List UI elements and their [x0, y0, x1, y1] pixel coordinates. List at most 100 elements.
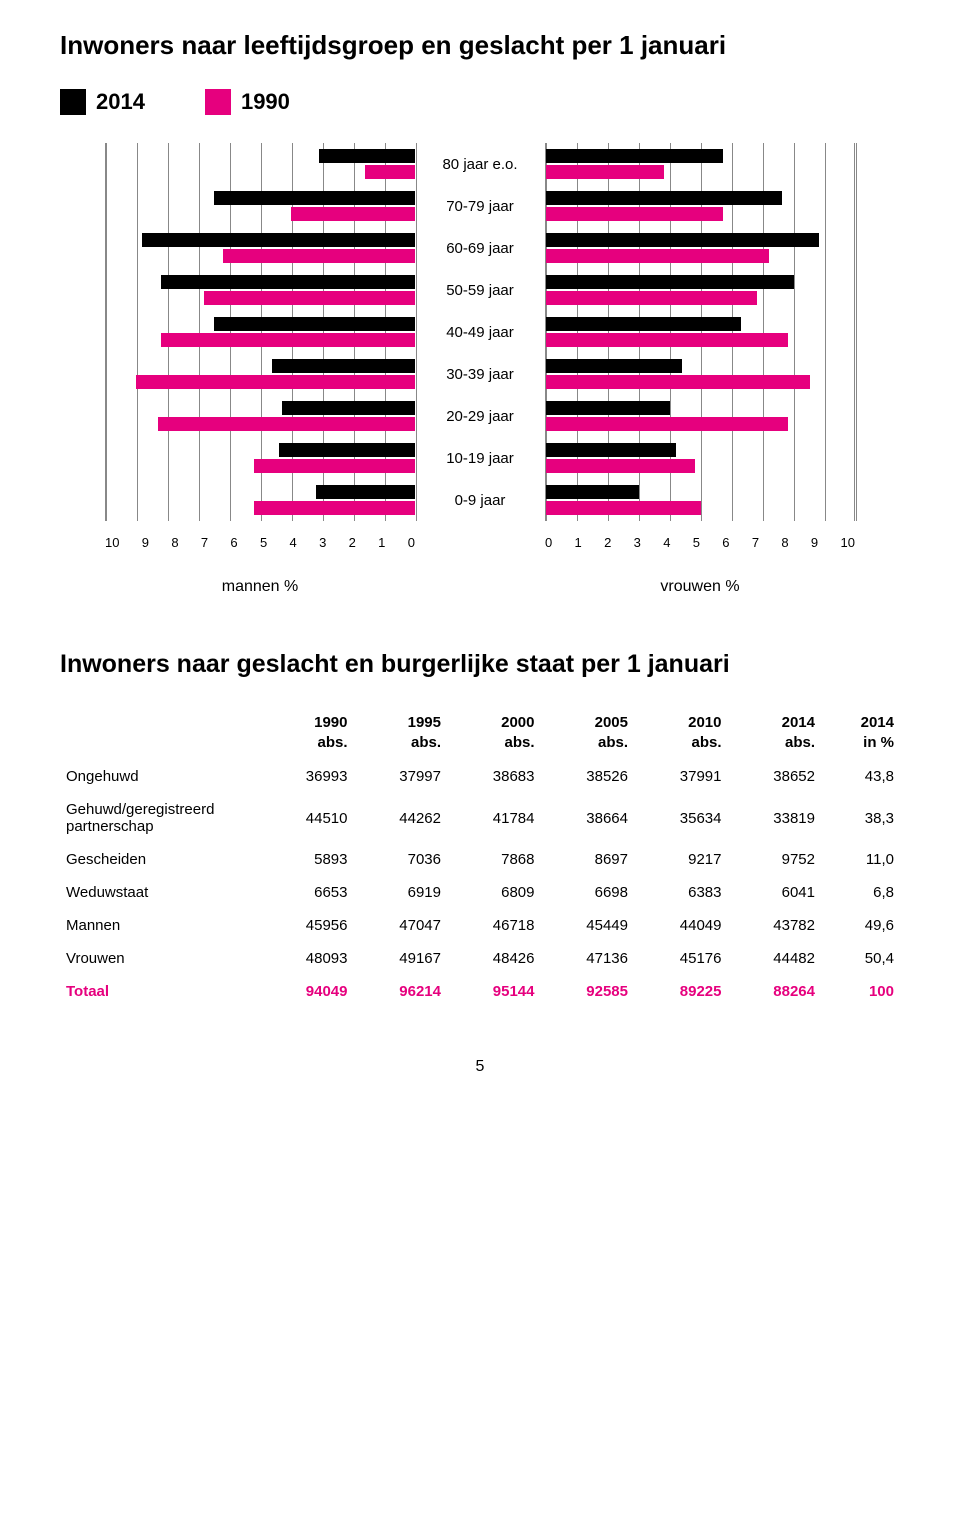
row-label: Ongehuwd	[60, 760, 260, 793]
table-cell: 9752	[728, 843, 822, 876]
row-label: Gescheiden	[60, 843, 260, 876]
table-cell: 44262	[354, 793, 448, 843]
age-label: 80 jaar e.o.	[421, 143, 539, 185]
table-cell: 43782	[728, 909, 822, 942]
table-cell: 45449	[541, 909, 635, 942]
pyramid-axis-ticks: 109876543210 012345678910	[60, 529, 900, 550]
axis-label-women: vrouwen %	[545, 578, 855, 596]
axis-label-men: mannen %	[105, 578, 415, 596]
pyramid-women-side	[545, 143, 855, 521]
col-1995: 1995abs.	[354, 705, 448, 760]
table-cell: 89225	[634, 975, 728, 1008]
pyramid-row	[106, 185, 415, 227]
table-cell: 38,3	[821, 793, 900, 843]
pyramid-row	[546, 353, 854, 395]
table-cell: 38526	[541, 760, 635, 793]
age-label: 20-29 jaar	[421, 395, 539, 437]
table-cell: 35634	[634, 793, 728, 843]
axis-tick: 7	[752, 535, 759, 550]
pyramid-men-side	[105, 143, 415, 521]
table-cell: 6383	[634, 876, 728, 909]
pyramid-row	[106, 311, 415, 353]
legend-item-1990: 1990	[205, 89, 290, 115]
pyramid-row	[106, 227, 415, 269]
table-cell: 33819	[728, 793, 822, 843]
bar-2014	[272, 359, 415, 373]
axis-tick: 6	[722, 535, 729, 550]
axis-tick: 2	[349, 535, 356, 550]
bar-2014	[214, 317, 416, 331]
bar-1990	[546, 501, 701, 515]
pyramid-row	[546, 395, 854, 437]
col-1990: 1990abs.	[260, 705, 354, 760]
bar-1990	[161, 333, 415, 347]
bar-2014	[161, 275, 415, 289]
row-label: Weduwstaat	[60, 876, 260, 909]
table-cell: 6041	[728, 876, 822, 909]
bar-1990	[291, 207, 415, 221]
pyramid-row	[106, 437, 415, 479]
axis-tick: 8	[171, 535, 178, 550]
bar-1990	[254, 501, 415, 515]
table-cell: 92585	[541, 975, 635, 1008]
bar-1990	[546, 291, 757, 305]
table-cell: 49167	[354, 942, 448, 975]
table-cell: 100	[821, 975, 900, 1008]
table-cell: 46718	[447, 909, 541, 942]
pyramid-row	[546, 437, 854, 479]
pyramid-age-labels: 80 jaar e.o.70-79 jaar60-69 jaar50-59 ja…	[415, 143, 545, 521]
table-cell: 37991	[634, 760, 728, 793]
axis-tick: 5	[260, 535, 267, 550]
swatch-2014	[60, 89, 86, 115]
page-title-2: Inwoners naar geslacht en burgerlijke st…	[60, 650, 900, 679]
bar-1990	[546, 207, 723, 221]
bar-2014	[546, 317, 741, 331]
bar-1990	[546, 333, 788, 347]
bar-2014	[546, 275, 794, 289]
col-2005: 2005abs.	[541, 705, 635, 760]
population-pyramid: 80 jaar e.o.70-79 jaar60-69 jaar50-59 ja…	[60, 143, 900, 521]
swatch-1990	[205, 89, 231, 115]
pyramid-row	[546, 479, 854, 521]
table-row: Weduwstaat6653691968096698638360416,8	[60, 876, 900, 909]
bar-2014	[142, 233, 415, 247]
col-2010: 2010abs.	[634, 705, 728, 760]
row-label: Gehuwd/geregistreerd partnerschap	[60, 793, 260, 843]
axis-tick: 3	[319, 535, 326, 550]
bar-2014	[546, 485, 639, 499]
table-cell: 47047	[354, 909, 448, 942]
table-row: Mannen45956470474671845449440494378249,6	[60, 909, 900, 942]
table-cell: 44510	[260, 793, 354, 843]
table-row: Gehuwd/geregistreerd partnerschap4451044…	[60, 793, 900, 843]
bar-2014	[279, 443, 415, 457]
table-row: Ongehuwd36993379973868338526379913865243…	[60, 760, 900, 793]
axis-tick: 0	[408, 535, 415, 550]
table-cell: 44482	[728, 942, 822, 975]
table-cell: 6809	[447, 876, 541, 909]
bar-2014	[282, 401, 415, 415]
axis-tick: 9	[811, 535, 818, 550]
table-cell: 6,8	[821, 876, 900, 909]
pyramid-row	[546, 269, 854, 311]
bar-2014	[214, 191, 416, 205]
row-label: Mannen	[60, 909, 260, 942]
axis-tick: 7	[201, 535, 208, 550]
pyramid-row	[106, 269, 415, 311]
bar-2014	[319, 149, 415, 163]
table-cell: 38683	[447, 760, 541, 793]
table-cell: 7036	[354, 843, 448, 876]
page-number: 5	[60, 1058, 900, 1076]
axis-tick: 4	[663, 535, 670, 550]
table-cell: 45176	[634, 942, 728, 975]
axis-tick: 3	[634, 535, 641, 550]
axis-tick: 9	[142, 535, 149, 550]
table-row: Vrouwen48093491674842647136451764448250,…	[60, 942, 900, 975]
pyramid-row	[106, 395, 415, 437]
table-cell: 38652	[728, 760, 822, 793]
bar-1990	[546, 459, 695, 473]
row-label: Vrouwen	[60, 942, 260, 975]
axis-tick: 4	[290, 535, 297, 550]
bar-2014	[546, 401, 670, 415]
pyramid-row	[106, 143, 415, 185]
table-cell: 41784	[447, 793, 541, 843]
